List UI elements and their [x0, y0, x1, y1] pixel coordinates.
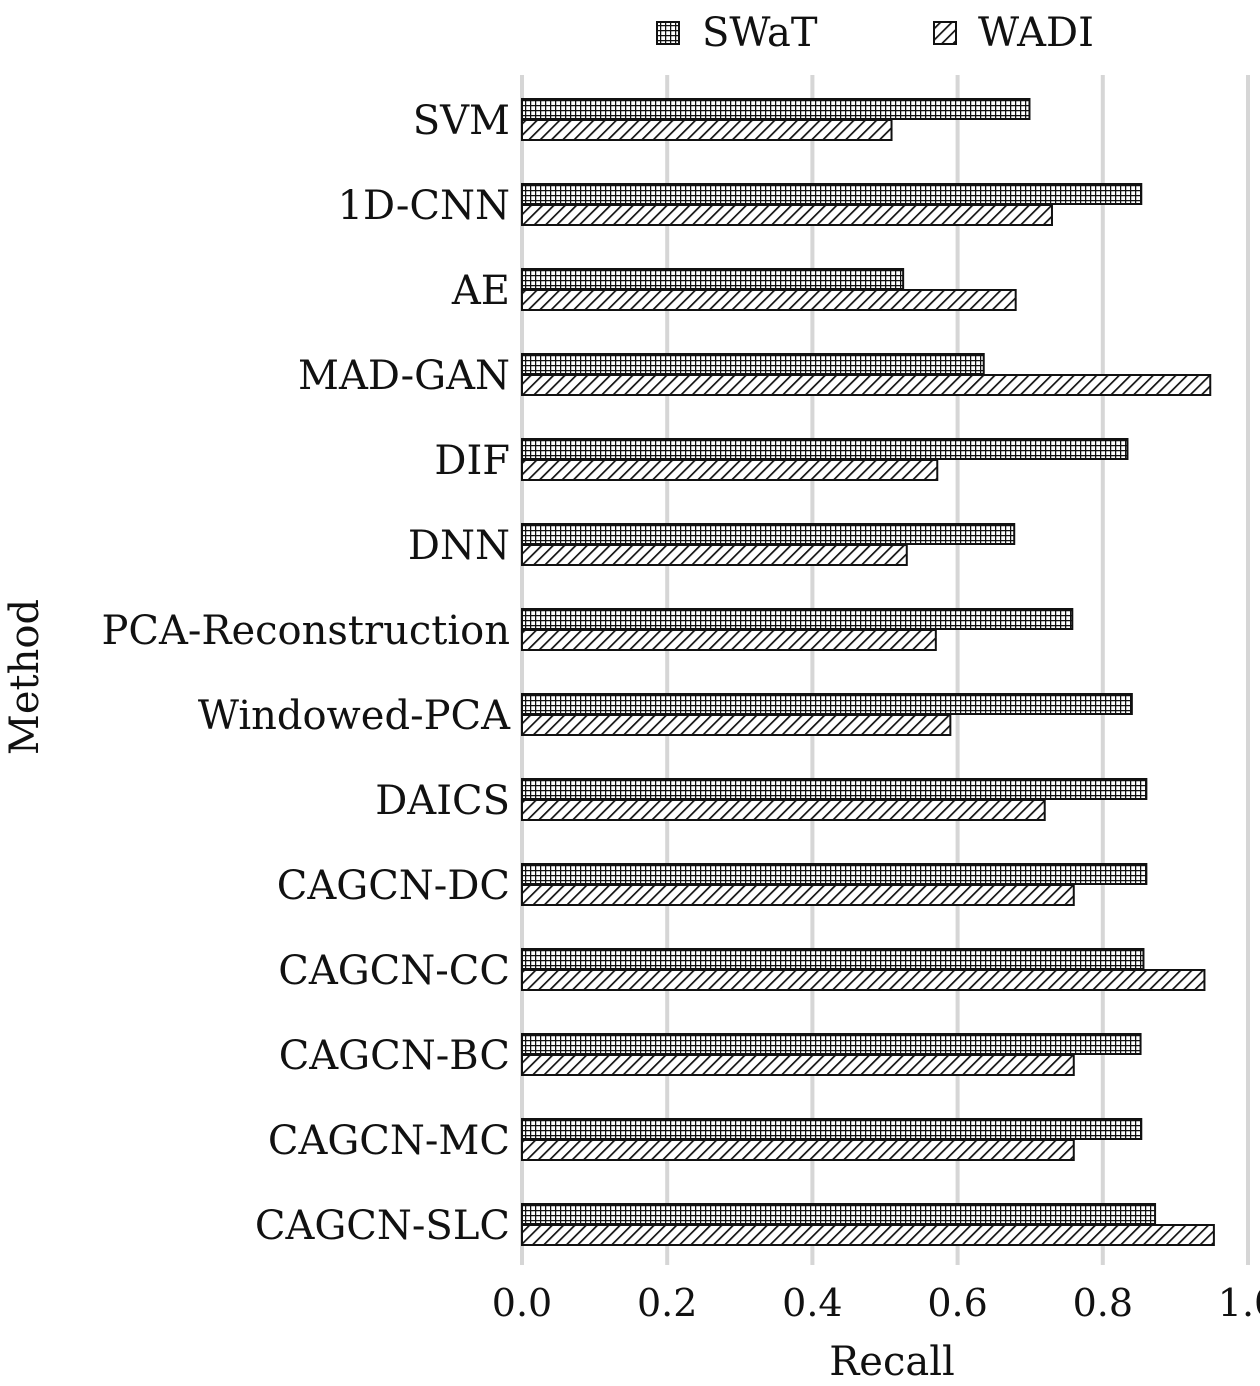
- bar-wadi: [521, 1224, 1215, 1246]
- category-label: AE: [451, 268, 510, 314]
- x-axis-label: Recall: [829, 1339, 955, 1385]
- category-label: Windowed-PCA: [198, 693, 511, 739]
- bar-wadi: [521, 714, 952, 736]
- x-tick-label: 0.4: [782, 1281, 842, 1325]
- category-label: DAICS: [375, 778, 510, 824]
- y-axis-label: Method: [2, 599, 48, 755]
- bars: [521, 98, 1215, 1246]
- bar-swat: [521, 268, 905, 290]
- category-label: CAGCN-SLC: [255, 1203, 510, 1249]
- gridlines: [520, 75, 1250, 1265]
- bar-swat: [521, 183, 1143, 205]
- bar-swat: [521, 353, 985, 375]
- category-label: 1D-CNN: [338, 183, 510, 229]
- category-label: CAGCN-CC: [278, 948, 510, 994]
- category-label: DNN: [408, 523, 510, 569]
- category-label: SVM: [413, 98, 510, 144]
- bar-wadi: [521, 629, 937, 651]
- bar-swat: [521, 98, 1031, 120]
- bar-wadi: [521, 204, 1053, 226]
- bar-wadi: [521, 969, 1206, 991]
- bar-wadi: [521, 799, 1046, 821]
- category-label: DIF: [434, 438, 510, 484]
- legend-swatch-wadi: [933, 21, 957, 45]
- bar-swat: [521, 608, 1074, 630]
- bar-wadi: [521, 1139, 1075, 1161]
- legend: SWaT WADI: [656, 10, 1094, 56]
- x-tick-label: 1.0: [1218, 1281, 1260, 1325]
- bar-wadi: [521, 459, 939, 481]
- x-tick-labels: 0.0 0.2 0.4 0.6 0.8 1.0: [492, 1281, 1260, 1325]
- bar-swat: [521, 1033, 1142, 1055]
- bar-swat: [521, 693, 1133, 715]
- bar-wadi: [521, 544, 908, 566]
- bar-swat: [521, 948, 1145, 970]
- x-tick-label: 0.0: [492, 1281, 552, 1325]
- x-tick-label: 0.2: [637, 1281, 697, 1325]
- bar-swat: [521, 778, 1148, 800]
- legend-label-wadi: WADI: [978, 10, 1094, 56]
- bar-swat: [521, 1118, 1143, 1140]
- category-label: PCA-Reconstruction: [101, 608, 510, 654]
- bar-swat: [521, 1203, 1157, 1225]
- bar-wadi: [521, 119, 893, 141]
- bar-swat: [521, 438, 1129, 460]
- category-label: CAGCN-MC: [268, 1118, 510, 1164]
- category-label: CAGCN-DC: [277, 863, 510, 909]
- legend-label-swat: SWaT: [702, 10, 818, 56]
- legend-swatch-swat: [656, 21, 680, 45]
- bar-swat: [521, 523, 1016, 545]
- bar-wadi: [521, 1054, 1075, 1076]
- bar-swat: [521, 863, 1148, 885]
- category-label: CAGCN-BC: [279, 1033, 510, 1079]
- category-labels: SVM 1D-CNN AE MAD-GAN DIF DNN PCA-Reconstructi…: [101, 98, 511, 1249]
- bar-wadi: [521, 374, 1212, 396]
- x-tick-label: 0.6: [927, 1281, 987, 1325]
- category-label: MAD-GAN: [298, 353, 510, 399]
- x-tick-label: 0.8: [1073, 1281, 1133, 1325]
- bar-wadi: [521, 289, 1017, 311]
- bar-wadi: [521, 884, 1075, 906]
